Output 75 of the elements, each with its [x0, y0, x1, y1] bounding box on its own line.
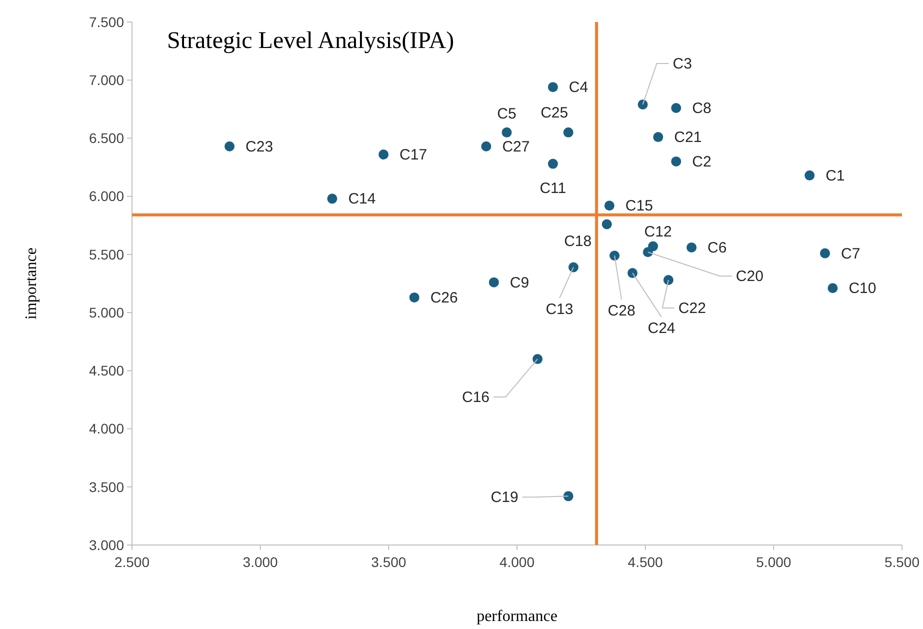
annotation: C25	[540, 104, 568, 122]
x-tick-label: 2.500	[114, 554, 150, 570]
point	[378, 149, 389, 160]
annotation: C17	[400, 146, 428, 164]
annotation: C6	[708, 239, 727, 256]
point	[224, 141, 235, 152]
annotation: C21	[674, 129, 702, 146]
point	[563, 127, 574, 138]
point	[481, 141, 492, 152]
point	[502, 127, 512, 138]
point	[548, 158, 558, 169]
y-tick-label: 4.500	[88, 362, 124, 379]
annotation: C13	[546, 301, 574, 318]
annotation: C14	[348, 190, 376, 208]
x-axis-title: performance	[476, 608, 558, 625]
annotation: C9	[510, 274, 530, 292]
annotation: C28	[608, 302, 636, 320]
point	[671, 103, 682, 114]
point	[638, 100, 648, 110]
point	[532, 354, 543, 364]
annotation: C8	[692, 100, 712, 118]
point	[663, 275, 674, 286]
point	[327, 194, 338, 204]
point	[602, 219, 612, 230]
y-tick-label: 3.000	[88, 536, 124, 553]
point	[804, 170, 815, 180]
x-tick-label: 3.500	[371, 554, 406, 570]
annotation: C26	[430, 289, 458, 306]
point	[610, 250, 620, 261]
point	[488, 277, 499, 288]
y-tick-label: 3.500	[88, 478, 124, 495]
point	[563, 491, 574, 502]
annotation: C15	[625, 198, 653, 215]
annotation: C27	[502, 138, 530, 156]
x-tick-label: 5.000	[756, 554, 792, 570]
annotation: C3	[672, 56, 692, 73]
annotation: C12	[644, 223, 672, 240]
point	[409, 292, 420, 302]
point	[653, 132, 664, 142]
annotation: C24	[648, 320, 676, 338]
point	[671, 156, 682, 166]
y-tick-label: 4.000	[88, 420, 124, 437]
annotation: C5	[497, 105, 516, 122]
annotation: C23	[246, 138, 274, 156]
chart-title: Strategic Level Analysis(IPA)	[167, 28, 454, 54]
annotation: C7	[841, 245, 860, 262]
y-tick-label: 7.000	[88, 72, 124, 88]
annotation: C16	[462, 389, 490, 406]
annotation: C22	[678, 300, 706, 318]
point	[820, 248, 830, 258]
point	[642, 247, 653, 258]
annotation: C11	[540, 180, 566, 197]
y-tick-label: 7.500	[88, 14, 124, 30]
point	[568, 262, 578, 272]
annotation: C2	[692, 153, 712, 170]
point	[548, 82, 558, 92]
annotation: C20	[736, 268, 764, 286]
x-tick-label: 4.500	[628, 554, 664, 570]
annotation: C18	[564, 233, 592, 250]
annotation: C4	[568, 79, 588, 96]
annotation: C19	[490, 489, 518, 506]
annotation: C10	[848, 280, 876, 298]
y-tick-label: 5.500	[88, 246, 124, 262]
point	[828, 283, 838, 294]
x-tick-label: 3.000	[242, 554, 278, 570]
annotation: C1	[826, 167, 845, 184]
point	[604, 200, 614, 211]
x-tick-label: 5.500	[884, 554, 920, 570]
y-tick-label: 6.000	[88, 188, 124, 204]
y-tick-label: 5.000	[88, 304, 124, 320]
y-tick-label: 6.500	[88, 130, 124, 146]
point	[686, 242, 697, 252]
y-axis-title: importance	[23, 248, 40, 320]
point	[628, 268, 638, 278]
x-tick-label: 4.000	[499, 554, 535, 570]
